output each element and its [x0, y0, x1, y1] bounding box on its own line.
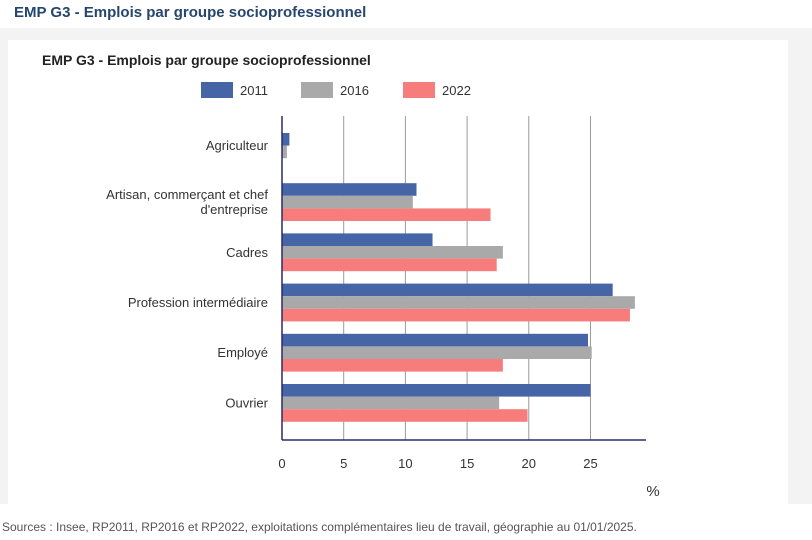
bar-2016-1 — [282, 195, 413, 209]
bar-2022-2 — [282, 258, 497, 272]
category-label-5: Ouvrier — [225, 395, 268, 410]
category-labels: Agriculteur Artisan, commerçant et chefd'… — [106, 138, 269, 410]
chart-box: EMP G3 - Emplois par groupe socioprofess… — [8, 40, 788, 504]
x-tick-25: 25 — [583, 456, 597, 471]
bar-2016-0 — [282, 145, 287, 159]
bar-2011-4 — [282, 333, 589, 347]
page-heading: EMP G3 - Emplois par groupe socioprofess… — [14, 4, 367, 21]
chart-bars — [282, 133, 635, 422]
x-tick-15: 15 — [460, 456, 474, 471]
x-tick-10: 10 — [398, 456, 412, 471]
chart-axes — [281, 116, 646, 441]
category-label-3: Profession intermédiaire — [128, 295, 268, 310]
legend-label-2016: 2016 — [340, 83, 369, 98]
bar-2011-1 — [282, 183, 417, 196]
bar-chart: EMP G3 - Emplois par groupe socioprofess… — [42, 52, 660, 500]
bar-2011-3 — [282, 283, 613, 297]
bar-2011-0 — [282, 133, 290, 146]
category-label-1-line-1: d'entreprise — [200, 202, 268, 217]
x-axis-unit-label: % — [646, 483, 659, 500]
legend-swatch-2011 — [201, 82, 233, 98]
legend-label-2011: 2011 — [240, 83, 268, 98]
bar-2022-1 — [282, 208, 491, 221]
bar-2016-5 — [282, 396, 500, 410]
legend-label-2022: 2022 — [442, 83, 471, 98]
category-label-1-line-0: Artisan, commerçant et chef — [106, 187, 268, 202]
legend-swatch-2016 — [301, 82, 333, 98]
x-tick-5: 5 — [340, 456, 347, 471]
category-label-0: Agriculteur — [206, 138, 269, 153]
chart-title: EMP G3 - Emplois par groupe socioprofess… — [42, 52, 371, 68]
bar-2016-4 — [282, 346, 592, 359]
bar-2016-3 — [282, 296, 635, 309]
category-label-4: Employé — [217, 345, 268, 360]
chart-legend: 2011 2016 2022 — [201, 82, 471, 98]
category-label-2: Cadres — [226, 245, 268, 260]
x-tick-0: 0 — [278, 456, 285, 471]
chart-panel: EMP G3 - Emplois par groupe socioprofess… — [0, 28, 812, 504]
source-note: Sources : Insee, RP2011, RP2016 et RP202… — [2, 520, 637, 534]
bar-2011-5 — [282, 384, 591, 397]
x-tick-20: 20 — [522, 456, 536, 471]
bar-2022-5 — [282, 409, 528, 422]
bar-2011-2 — [282, 233, 433, 246]
legend-swatch-2022 — [403, 82, 435, 98]
bar-2016-2 — [282, 246, 503, 259]
bar-2022-4 — [282, 359, 503, 372]
bar-2022-3 — [282, 308, 630, 322]
x-tick-labels: 0 5 10 15 20 25 — [278, 456, 597, 471]
